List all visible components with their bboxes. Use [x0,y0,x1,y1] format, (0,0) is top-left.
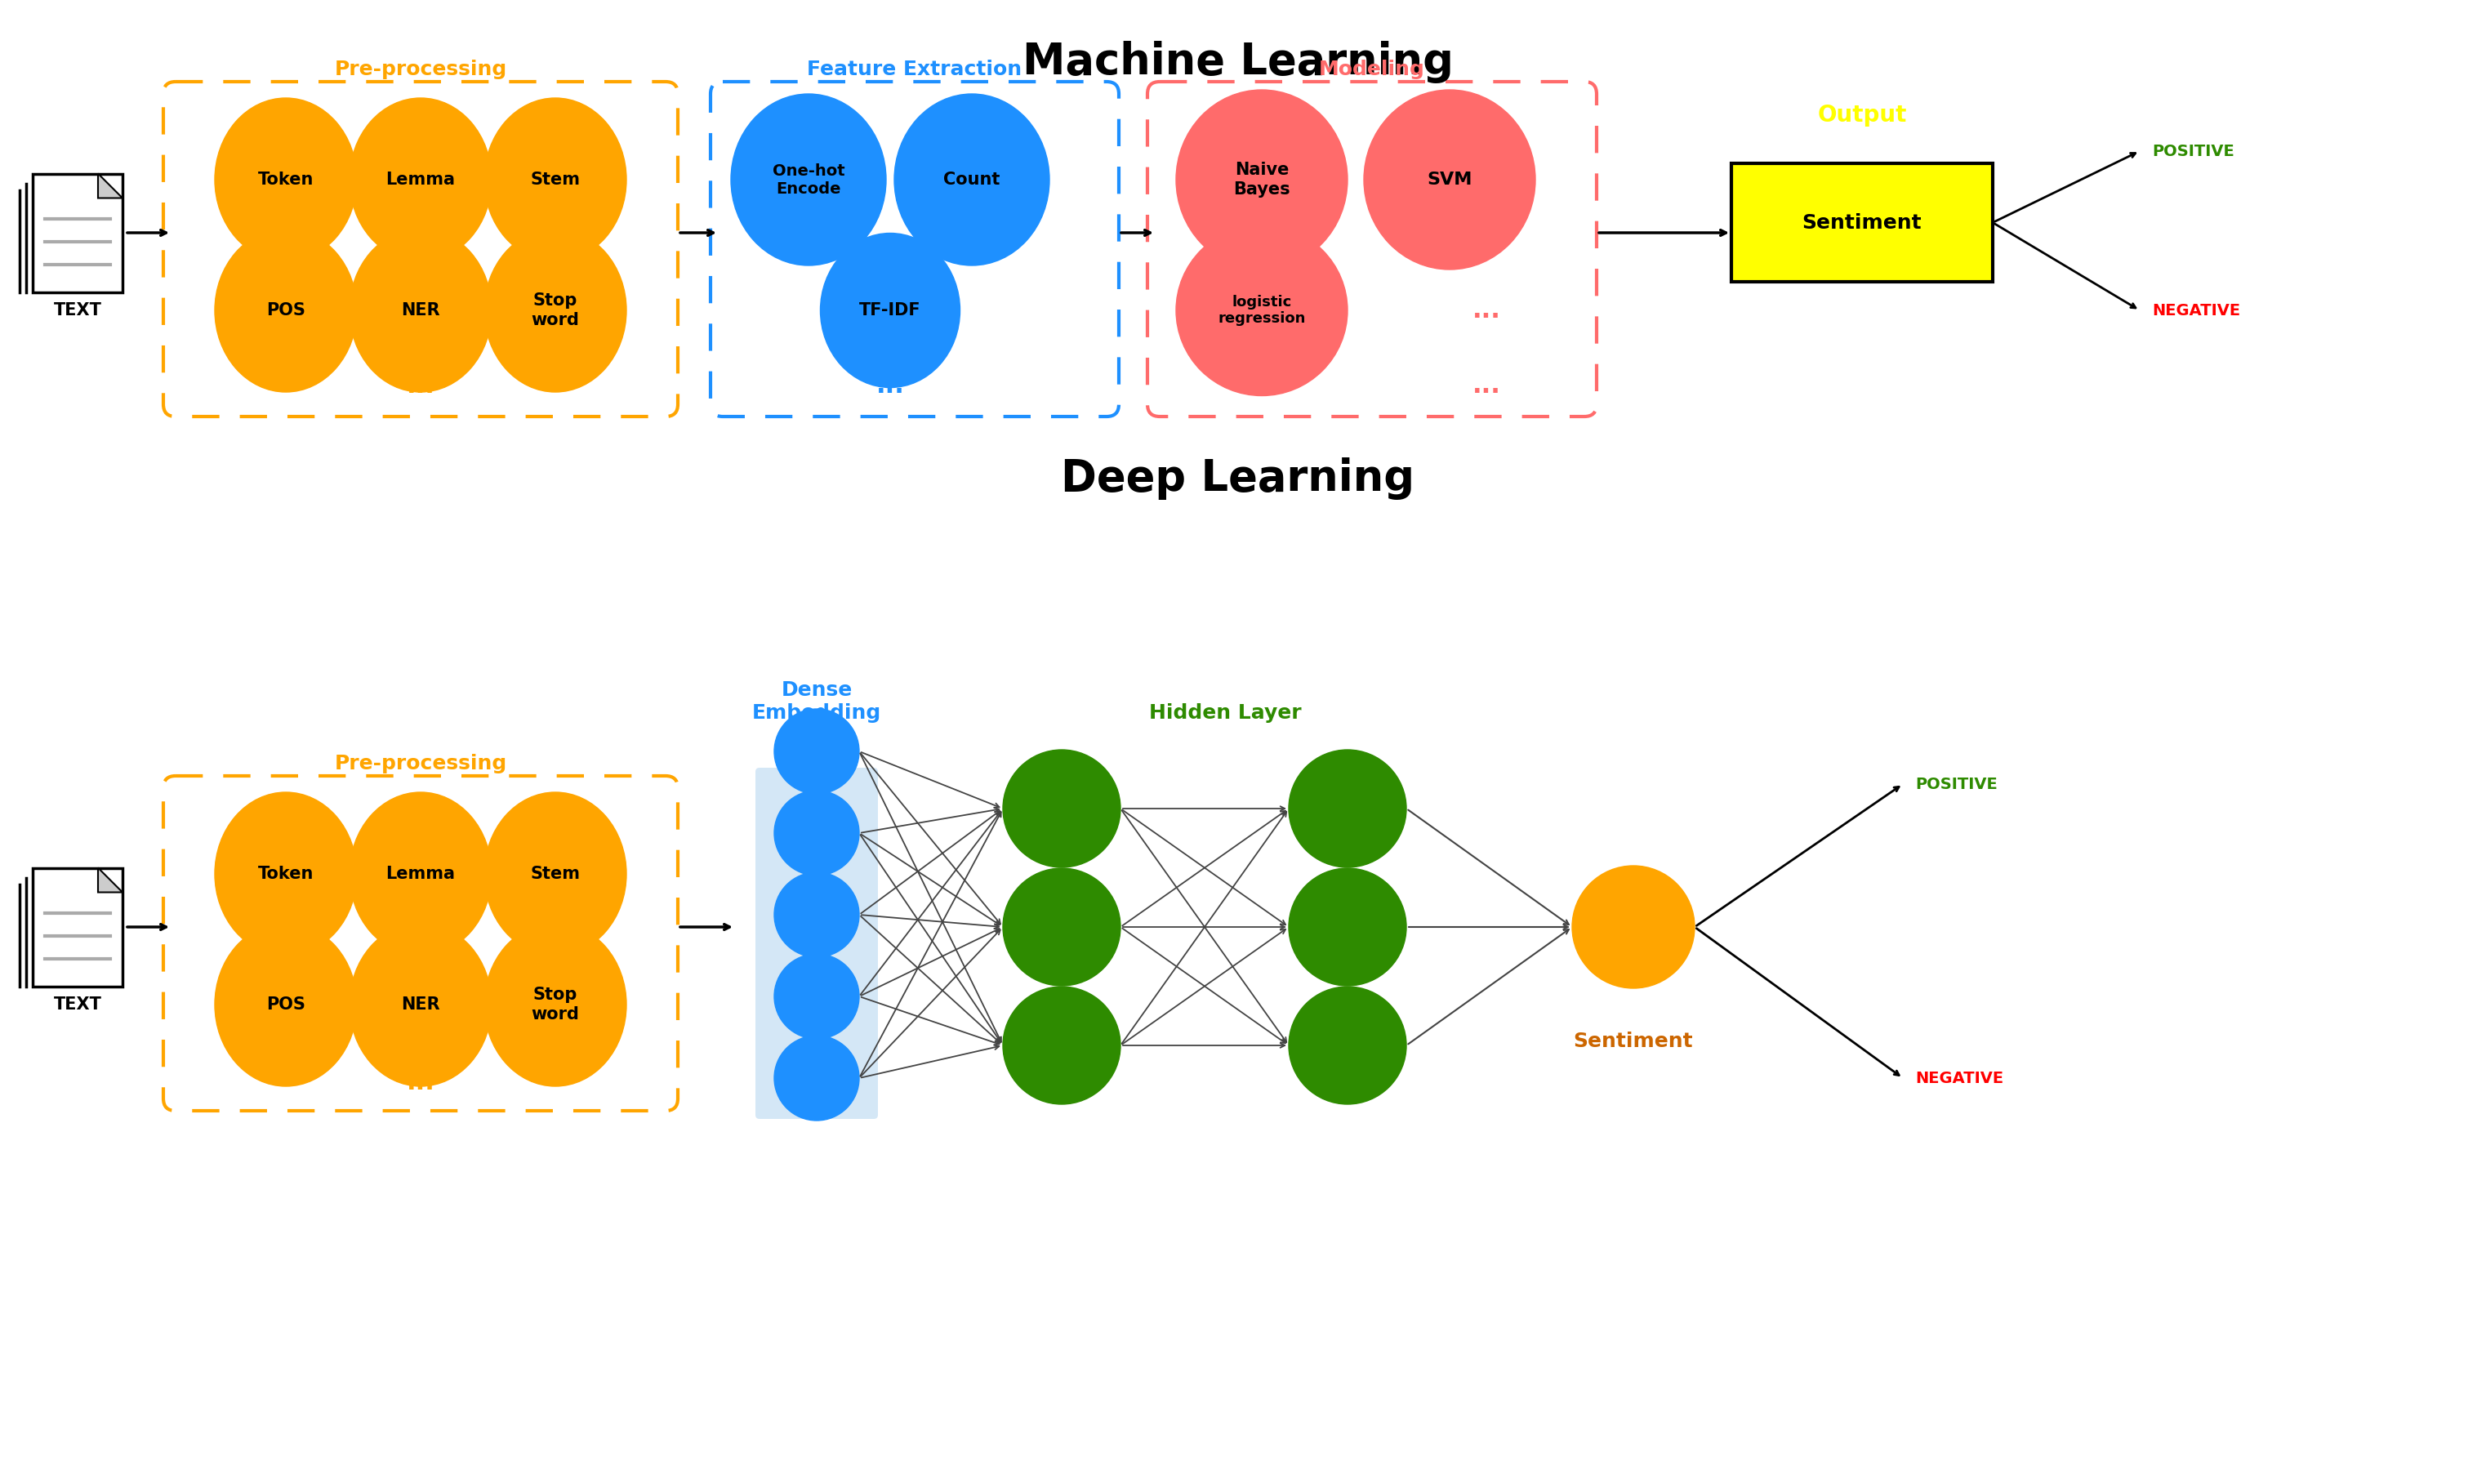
Ellipse shape [349,792,490,956]
Text: POSITIVE: POSITIVE [1915,776,1996,792]
Ellipse shape [215,923,357,1086]
Ellipse shape [775,873,860,957]
Text: logistic
regression: logistic regression [1219,294,1305,326]
Ellipse shape [820,233,961,387]
Ellipse shape [215,98,357,261]
Ellipse shape [1573,865,1694,988]
Text: POS: POS [268,996,305,1012]
Text: Pre-processing: Pre-processing [334,754,508,773]
Ellipse shape [485,98,627,261]
Text: TF-IDF: TF-IDF [860,303,921,319]
Text: Sentiment: Sentiment [1803,212,1922,233]
Text: Stem: Stem [530,172,580,188]
FancyBboxPatch shape [32,868,121,987]
Ellipse shape [1288,749,1407,867]
Text: Deep Learning: Deep Learning [1060,457,1414,500]
Ellipse shape [731,93,887,266]
Ellipse shape [1003,749,1120,867]
Text: TEXT: TEXT [54,996,102,1012]
FancyBboxPatch shape [755,767,877,1119]
Ellipse shape [485,229,627,392]
FancyBboxPatch shape [1731,163,1992,282]
Ellipse shape [775,1036,860,1120]
Ellipse shape [1288,868,1407,985]
Ellipse shape [1003,987,1120,1104]
Text: Naive
Bayes: Naive Bayes [1234,162,1291,197]
Text: One-hot
Encode: One-hot Encode [773,163,845,196]
Text: Output: Output [1818,104,1907,126]
Text: NER: NER [401,303,441,319]
Ellipse shape [1177,91,1347,270]
Text: POSITIVE: POSITIVE [2153,144,2234,159]
Text: TEXT: TEXT [54,303,102,319]
Text: Stop
word: Stop word [530,292,580,328]
Text: ...: ... [406,374,436,398]
Text: Stop
word: Stop word [530,987,580,1022]
Ellipse shape [485,923,627,1086]
Text: Machine Learning: Machine Learning [1023,42,1454,83]
Ellipse shape [1003,868,1120,985]
Ellipse shape [349,923,490,1086]
Text: Pre-processing: Pre-processing [334,59,508,79]
Text: ...: ... [1471,374,1501,398]
Ellipse shape [775,954,860,1039]
Text: Stem: Stem [530,865,580,881]
Ellipse shape [1365,91,1536,270]
Text: NEGATIVE: NEGATIVE [1915,1070,2004,1086]
Ellipse shape [894,93,1050,266]
Ellipse shape [485,792,627,956]
Text: SVM: SVM [1427,172,1471,188]
Text: Sentiment: Sentiment [1573,1031,1694,1051]
Ellipse shape [775,791,860,876]
Text: NEGATIVE: NEGATIVE [2153,303,2239,318]
Ellipse shape [1288,987,1407,1104]
Text: ...: ... [877,374,904,398]
Text: Modeling: Modeling [1318,59,1424,79]
Text: ...: ... [1471,298,1501,322]
Text: Feature Extraction: Feature Extraction [808,59,1023,79]
Ellipse shape [1177,226,1347,396]
FancyBboxPatch shape [32,174,121,292]
Text: Token: Token [258,865,315,881]
Text: Dense
Embedding: Dense Embedding [753,681,882,723]
Text: NER: NER [401,996,441,1012]
Text: Lemma: Lemma [386,865,456,881]
Text: Count: Count [944,172,1001,188]
Ellipse shape [349,229,490,392]
Ellipse shape [215,229,357,392]
Text: POS: POS [268,303,305,319]
Polygon shape [99,868,121,892]
Text: ...: ... [406,1070,436,1094]
Polygon shape [99,174,121,197]
Text: Lemma: Lemma [386,172,456,188]
Text: Token: Token [258,172,315,188]
Text: Hidden Layer: Hidden Layer [1149,703,1300,723]
Ellipse shape [775,709,860,794]
Ellipse shape [349,98,490,261]
Ellipse shape [215,792,357,956]
